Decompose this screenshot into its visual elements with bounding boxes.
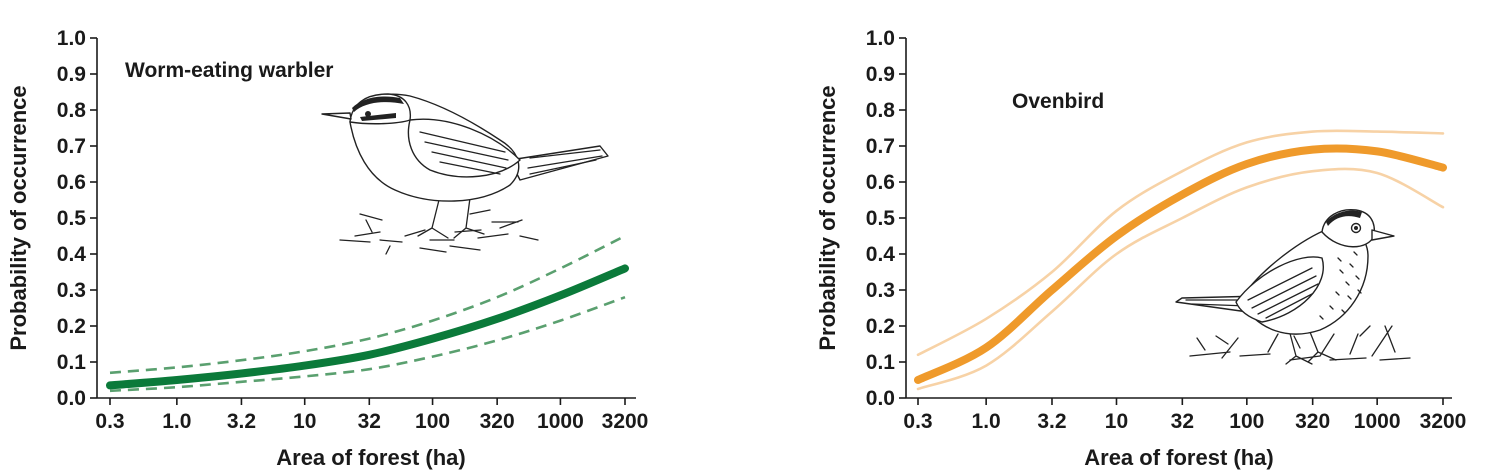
y-axis: Probability of occurrence 0.00.10.20.30.…: [6, 27, 98, 410]
x-tick-label: 320: [480, 410, 515, 433]
y-tick-label: 0.3: [866, 279, 895, 302]
y-tick-label: 0.7: [57, 135, 86, 158]
chart-worm-eating-warbler: Worm-eating warbler Probabi: [6, 27, 648, 470]
y-tick-label: 0.6: [57, 171, 86, 194]
x-tick-label: 100: [1229, 410, 1264, 433]
y-tick-group: 0.0 0.1 0.2 0.3 0.4 0.5 0.6 0.7 0.8 0.9 1.0: [866, 27, 906, 410]
series-layer: [106, 234, 629, 393]
y-tick-label: 0.7: [866, 135, 895, 158]
series-line-estimate: [106, 264, 629, 390]
x-tick-label: 32: [358, 410, 381, 433]
x-tick-label: 3200: [602, 410, 649, 433]
y-tick-label: 0.9: [866, 63, 895, 86]
y-tick-label: 0.5: [57, 207, 87, 230]
x-tick-label: 1.0: [972, 410, 1001, 433]
x-tick-label: 0.3: [95, 410, 124, 433]
y-tick-label: 0.8: [57, 99, 87, 122]
x-tick-label: 32: [1171, 410, 1194, 433]
y-tick-label: 0.5: [866, 207, 896, 230]
y-tick-label: 0.1: [57, 351, 87, 374]
chart-title: Worm-eating warbler: [125, 59, 333, 82]
chart-title: Ovenbird: [1012, 90, 1104, 113]
ovenbird-illustration: [1175, 209, 1411, 365]
x-tick-group: 0.3 1.0 3.2 10 32 100 320 1000 3200: [903, 398, 1466, 433]
y-tick-label: 0.0: [866, 387, 895, 410]
chart-ovenbird: Ovenbird Prob: [815, 27, 1466, 470]
y-tick-label: 0.8: [866, 99, 896, 122]
series-line-estimate: [914, 144, 1447, 384]
x-axis-title: Area of forest (ha): [1084, 445, 1273, 470]
y-tick-label: 0.4: [57, 243, 87, 266]
y-tick-label: 0.2: [57, 315, 86, 338]
y-tick-label: 0.0: [57, 387, 86, 410]
y-tick-label: 0.1: [866, 351, 896, 374]
y-tick-label: 0.4: [866, 243, 896, 266]
x-tick-label: 3.2: [227, 410, 256, 433]
y-tick-group: 0.0 0.1 0.2 0.3 0.4 0.5 0.6 0.7 0.8 0.9 1.0: [57, 27, 97, 410]
series-line-lower-bound: [109, 295, 626, 393]
y-axis: Probability of occurrence 0.00.10.20.30.…: [815, 27, 907, 410]
x-axis: Area of forest (ha) 0.3 1.0 3.2 10 32 100 320 1…: [903, 397, 1466, 470]
x-axis-title: Area of forest (ha): [276, 445, 465, 470]
y-tick-label: 0.2: [866, 315, 895, 338]
x-tick-label: 10: [1105, 410, 1128, 433]
series-line-upper-bound: [916, 129, 1445, 357]
y-tick-label: 1.0: [57, 27, 86, 50]
x-tick-label: 10: [293, 410, 316, 433]
y-tick-label: 0.3: [57, 279, 86, 302]
series-layer: [914, 129, 1447, 391]
series-line-upper-bound: [109, 234, 626, 375]
x-tick-label: 0.3: [903, 410, 932, 433]
y-axis-title: Probability of occurrence: [6, 85, 31, 350]
x-axis: Area of forest (ha) 0.3 1.0 3.2 10 32 100 320 1…: [95, 397, 648, 470]
x-tick-label: 3200: [1420, 410, 1467, 433]
x-tick-label: 1000: [1354, 410, 1401, 433]
x-tick-group: 0.3 1.0 3.2 10 32 100 320 1000 3200: [95, 398, 648, 433]
x-tick-label: 100: [415, 410, 450, 433]
y-axis-title: Probability of occurrence: [815, 85, 840, 350]
worm-eating-warbler-illustration: [321, 93, 609, 255]
x-tick-label: 1000: [537, 410, 584, 433]
series-line-lower-bound: [916, 167, 1445, 391]
y-tick-label: 1.0: [866, 27, 895, 50]
x-tick-label: 1.0: [162, 410, 191, 433]
x-tick-label: 320: [1295, 410, 1330, 433]
y-tick-label: 0.6: [866, 171, 895, 194]
y-tick-label: 0.9: [57, 63, 86, 86]
x-tick-label: 3.2: [1037, 410, 1066, 433]
